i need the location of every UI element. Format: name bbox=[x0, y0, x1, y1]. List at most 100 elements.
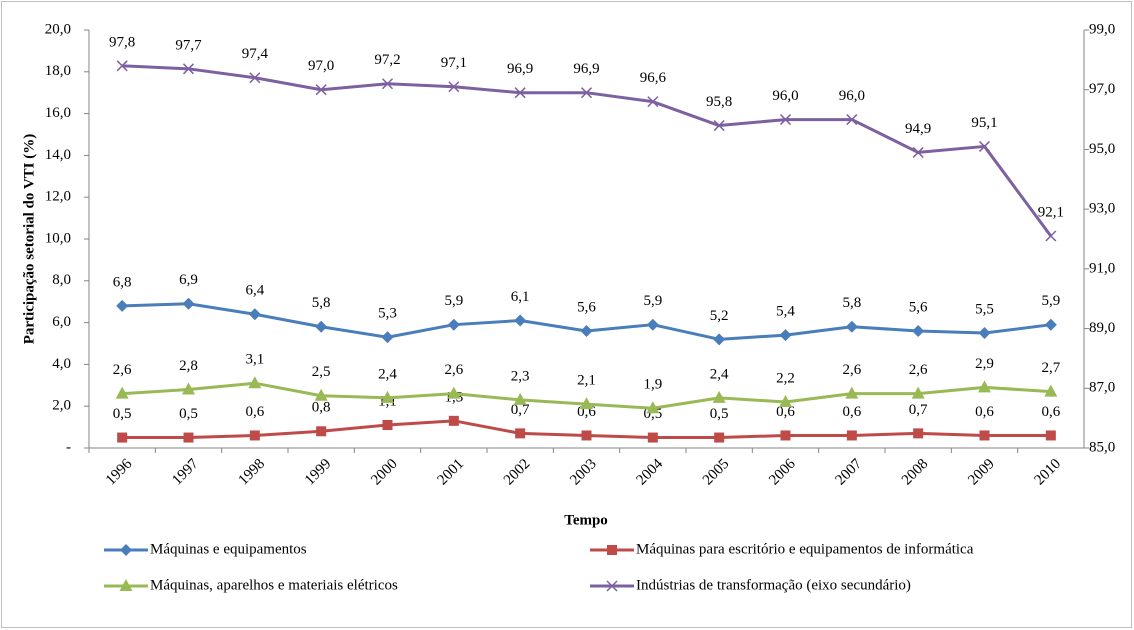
data-label: 2,4 bbox=[710, 366, 729, 382]
data-label: 0,7 bbox=[909, 402, 928, 418]
data-label: 5,4 bbox=[776, 304, 795, 320]
marker bbox=[912, 324, 925, 337]
marker bbox=[647, 96, 659, 108]
marker bbox=[1044, 318, 1057, 331]
marker bbox=[580, 397, 593, 410]
marker bbox=[911, 386, 925, 399]
data-label: 97,7 bbox=[175, 37, 202, 53]
y2-tick-label: 93,0 bbox=[1089, 201, 1115, 217]
marker bbox=[117, 432, 128, 443]
data-label: 95,1 bbox=[971, 115, 997, 131]
data-label: 2,9 bbox=[975, 356, 994, 372]
y-tick-label: 4,0 bbox=[52, 356, 71, 372]
data-label: 2,4 bbox=[378, 366, 397, 382]
marker bbox=[182, 382, 195, 395]
data-label: 0,6 bbox=[842, 404, 861, 420]
marker bbox=[183, 432, 194, 443]
legend-label: Indústrias de transformação (eixo secund… bbox=[636, 577, 911, 593]
data-label: 97,4 bbox=[242, 46, 269, 62]
marker bbox=[607, 545, 617, 555]
legend-label: Máquinas para escritório e equipamentos … bbox=[636, 541, 974, 557]
marker bbox=[248, 308, 261, 321]
data-label: 97,1 bbox=[441, 55, 467, 71]
data-label: 2,3 bbox=[511, 368, 530, 384]
data-label: 2,7 bbox=[1041, 360, 1060, 376]
marker bbox=[1045, 430, 1056, 441]
marker bbox=[1045, 230, 1057, 242]
marker bbox=[846, 430, 857, 441]
marker bbox=[381, 390, 394, 403]
marker bbox=[580, 87, 593, 99]
x-axis-title: Tempo bbox=[564, 512, 608, 528]
marker bbox=[447, 386, 461, 399]
marker bbox=[713, 333, 726, 346]
marker bbox=[448, 81, 460, 93]
data-label: 2,6 bbox=[113, 362, 132, 378]
marker bbox=[513, 392, 527, 405]
marker bbox=[581, 430, 592, 441]
data-label: 96,9 bbox=[573, 61, 599, 77]
data-label: 5,8 bbox=[842, 295, 861, 311]
marker bbox=[646, 401, 660, 414]
data-label: 5,9 bbox=[1041, 293, 1060, 309]
y-tick-label: 2,0 bbox=[52, 398, 71, 414]
data-label: 0,5 bbox=[179, 406, 198, 422]
data-label: 5,6 bbox=[577, 299, 596, 315]
marker bbox=[382, 420, 393, 431]
marker bbox=[779, 395, 792, 408]
y-tick-label: 18,0 bbox=[45, 63, 71, 79]
legend-label: Máquinas, aparelhos e materiais elétrico… bbox=[150, 577, 398, 593]
data-label: 5,5 bbox=[975, 301, 994, 317]
marker bbox=[249, 72, 261, 84]
data-label: 95,8 bbox=[706, 94, 732, 110]
data-label: 6,8 bbox=[113, 274, 132, 290]
y-tick-label: 20,0 bbox=[45, 21, 71, 37]
data-label: 6,9 bbox=[179, 272, 198, 288]
data-label: 2,1 bbox=[577, 373, 596, 389]
data-label: 96,0 bbox=[772, 88, 798, 104]
marker bbox=[913, 428, 924, 439]
data-label: 96,6 bbox=[640, 70, 667, 86]
data-label: 0,6 bbox=[776, 404, 795, 420]
y2-tick-label: 99,0 bbox=[1089, 21, 1115, 37]
data-label: 1,9 bbox=[643, 377, 662, 393]
y2-tick-label: 95,0 bbox=[1089, 141, 1115, 157]
marker bbox=[580, 324, 593, 337]
data-label: 5,3 bbox=[378, 306, 397, 322]
y-tick-label: 12,0 bbox=[45, 189, 71, 205]
data-label: 0,6 bbox=[245, 404, 264, 420]
y2-tick-label: 97,0 bbox=[1089, 81, 1115, 97]
y2-tick-label: 87,0 bbox=[1089, 380, 1115, 396]
marker bbox=[779, 329, 792, 342]
data-label: 97,0 bbox=[308, 58, 334, 74]
marker bbox=[119, 579, 133, 591]
marker bbox=[1044, 384, 1058, 397]
data-label: 96,0 bbox=[839, 88, 865, 104]
marker bbox=[780, 430, 791, 441]
data-label: 92,1 bbox=[1038, 204, 1064, 220]
marker bbox=[447, 318, 460, 331]
marker bbox=[514, 314, 527, 327]
marker bbox=[381, 331, 394, 344]
marker bbox=[249, 430, 260, 441]
marker bbox=[713, 120, 725, 132]
data-label: 96,9 bbox=[507, 61, 533, 77]
marker bbox=[116, 60, 128, 72]
data-label: 6,4 bbox=[245, 283, 264, 299]
marker bbox=[120, 544, 132, 556]
marker bbox=[606, 580, 618, 592]
marker bbox=[515, 428, 526, 439]
y-tick-label: 8,0 bbox=[52, 272, 71, 288]
marker bbox=[846, 114, 858, 126]
data-label: 0,8 bbox=[312, 400, 331, 416]
data-label: 3,1 bbox=[245, 352, 264, 368]
data-label: 2,6 bbox=[909, 362, 928, 378]
data-label: 2,5 bbox=[312, 364, 331, 380]
data-label: 2,2 bbox=[776, 370, 795, 386]
legend-label: Máquinas e equipamentos bbox=[150, 541, 307, 557]
y-tick-label: 16,0 bbox=[45, 105, 71, 121]
y2-tick-label: 91,0 bbox=[1089, 260, 1115, 276]
data-label: 5,6 bbox=[909, 299, 928, 315]
marker bbox=[979, 430, 990, 441]
y-axis-title: Participação setorial do VTI (%) bbox=[21, 134, 37, 345]
